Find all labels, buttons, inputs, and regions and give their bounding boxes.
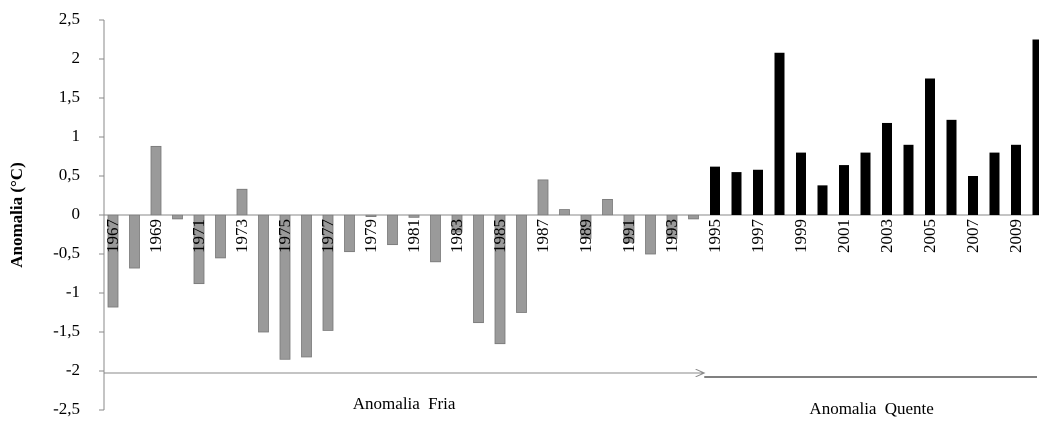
y-tick-label: -2 (66, 360, 80, 379)
y-tick-label: -2,5 (53, 399, 80, 418)
x-tick-label: 2005 (920, 219, 939, 253)
bar (688, 214, 699, 220)
y-tick-label: 2 (72, 48, 81, 67)
x-tick-label: 2001 (834, 219, 853, 253)
x-tick-label: 1979 (361, 219, 380, 253)
bar (150, 145, 162, 216)
span-label: Anomalia Quente (809, 399, 933, 418)
x-tick-label: 1991 (619, 219, 638, 253)
y-tick-label: 0 (72, 204, 81, 223)
x-tick-label: 1987 (533, 219, 552, 254)
bar (839, 165, 849, 215)
bar (451, 214, 463, 233)
bar (903, 144, 914, 215)
bar (623, 214, 635, 243)
y-tick-label: 1 (72, 126, 81, 145)
bar (796, 152, 806, 215)
bar (753, 169, 763, 215)
x-tick-label: 1995 (705, 219, 724, 253)
y-tick-label: -0,5 (53, 243, 80, 262)
bar (559, 209, 570, 216)
y-tick-label: 1,5 (59, 87, 80, 106)
bar (882, 122, 892, 215)
bar (494, 214, 506, 345)
x-tick-label: 1969 (146, 219, 165, 253)
bar (473, 214, 484, 324)
x-tick-label: 1977 (318, 219, 337, 254)
bar (860, 152, 871, 215)
x-tick-label: 1983 (447, 219, 466, 253)
x-tick-label: 1973 (232, 219, 251, 253)
bar (666, 214, 678, 239)
bar (193, 214, 205, 285)
bar (301, 214, 312, 358)
bar (172, 214, 183, 220)
bar (279, 214, 291, 360)
bar (989, 152, 1000, 215)
bar (408, 214, 420, 218)
bar (925, 78, 935, 215)
bar (516, 214, 527, 313)
bar (322, 214, 334, 331)
bar (645, 214, 656, 255)
bar (215, 214, 226, 259)
bar (1011, 144, 1021, 215)
bar (710, 166, 720, 215)
span-label: Anomalia Fria (353, 394, 456, 413)
y-axis-title: Anomalia (°C) (7, 162, 26, 268)
bar (365, 214, 377, 217)
x-tick-label: 1975 (275, 219, 294, 253)
bar (430, 214, 441, 263)
y-tick-label: 0,5 (59, 165, 80, 184)
bar (537, 179, 549, 216)
bar (1032, 39, 1039, 215)
bar (817, 185, 828, 215)
x-tick-label: 1997 (748, 219, 767, 254)
x-tick-label: 1967 (103, 219, 122, 254)
bar (602, 198, 613, 216)
bar (580, 214, 592, 239)
bar (344, 214, 355, 253)
bar (107, 214, 119, 308)
x-tick-label: 2007 (963, 219, 982, 254)
y-tick-label: -1,5 (53, 321, 80, 340)
bar (387, 214, 398, 246)
x-tick-label: 1989 (576, 219, 595, 253)
bar (968, 176, 978, 215)
bar (731, 172, 742, 215)
x-tick-label: 2003 (877, 219, 896, 253)
bar (236, 188, 248, 216)
bar (946, 119, 957, 215)
x-tick-label: 1985 (490, 219, 509, 253)
bar (774, 52, 785, 216)
x-tick-label: 1971 (189, 219, 208, 253)
x-tick-label: 1999 (791, 219, 810, 253)
x-tick-label: 2009 (1006, 219, 1025, 253)
bar (258, 214, 269, 333)
x-tick-label: 1993 (662, 219, 681, 253)
x-tick-label: 1981 (404, 219, 423, 253)
y-tick-label: -1 (66, 282, 80, 301)
bar (129, 214, 140, 269)
y-tick-label: 2,5 (59, 9, 80, 28)
